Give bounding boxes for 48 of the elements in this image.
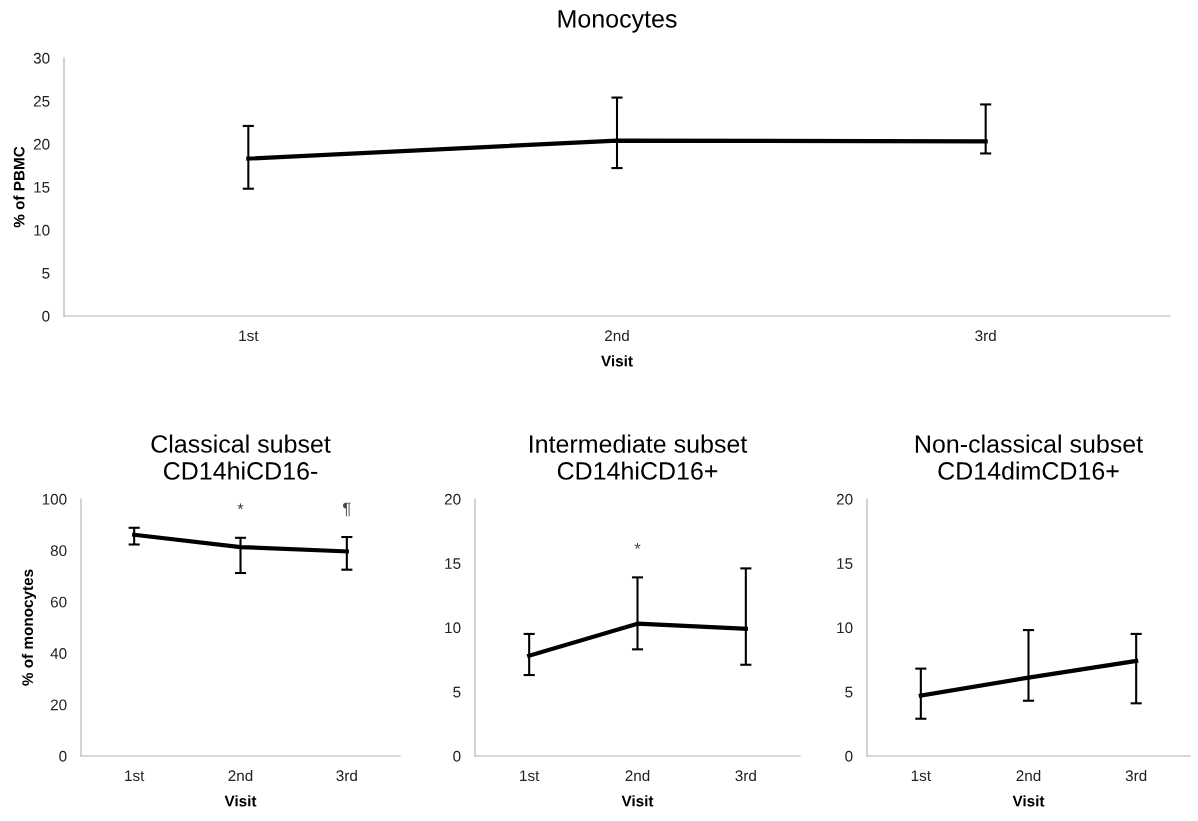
- x-axis-title: Visit: [601, 355, 633, 367]
- x-tick-label: 1st: [911, 770, 931, 782]
- chart-title: Monocytes: [558, 10, 677, 33]
- y-tick-label: 5: [845, 686, 853, 698]
- y-tick-label: 15: [837, 558, 853, 569]
- y-tick-label: 0: [59, 750, 67, 762]
- chart-title: Non-classical subset CD14dimCD16+: [915, 434, 1143, 480]
- y-axis-title: % of PBMC: [13, 146, 25, 228]
- y-tick-label: 10: [34, 224, 50, 236]
- y-tick-label: 20: [836, 493, 853, 505]
- chart-title: Classical subset CD14hiCD16-: [151, 434, 331, 480]
- annotation: *: [634, 543, 641, 549]
- y-tick-label: 100: [42, 493, 67, 505]
- annotation: *: [237, 503, 244, 510]
- x-tick-label: 2nd: [605, 329, 629, 342]
- y-tick-label: 15: [445, 558, 461, 569]
- x-tick-label: 3rd: [336, 769, 357, 782]
- y-tick-label: 15: [34, 182, 50, 193]
- annotation: ¶: [343, 502, 351, 517]
- x-tick-label: 1st: [125, 770, 145, 782]
- y-tick-label: 20: [33, 138, 50, 150]
- y-tick-label: 10: [837, 622, 853, 634]
- x-tick-label: 2nd: [228, 769, 253, 782]
- y-tick-label: 20: [444, 493, 461, 505]
- y-tick-label: 25: [33, 95, 50, 107]
- y-tick-label: 10: [445, 622, 461, 634]
- x-tick-label: 2nd: [625, 769, 650, 782]
- x-axis-title: Visit: [224, 795, 257, 807]
- x-axis-title: Visit: [621, 795, 654, 807]
- x-tick-label: 2nd: [1016, 769, 1041, 782]
- y-tick-label: 20: [50, 699, 67, 711]
- y-tick-label: 80: [50, 545, 67, 557]
- y-tick-label: 0: [42, 310, 50, 322]
- y-tick-label: 0: [845, 750, 853, 762]
- y-axis-title: % of monocytes: [21, 569, 37, 686]
- x-tick-label: 3rd: [735, 769, 756, 782]
- x-tick-label: 3rd: [1125, 769, 1147, 782]
- y-tick-label: 5: [42, 268, 50, 279]
- x-axis-title: Visit: [1012, 795, 1045, 807]
- y-tick-label: 0: [453, 750, 461, 762]
- y-tick-label: 30: [33, 52, 50, 64]
- x-tick-label: 3rd: [975, 329, 996, 342]
- x-tick-label: 1st: [520, 770, 540, 782]
- chart-title: Intermediate subset CD14hiCD16+: [530, 434, 748, 480]
- x-tick-label: 1st: [239, 330, 259, 342]
- y-tick-label: 60: [50, 596, 67, 608]
- y-tick-label: 40: [50, 648, 67, 659]
- y-tick-label: 5: [453, 686, 461, 698]
